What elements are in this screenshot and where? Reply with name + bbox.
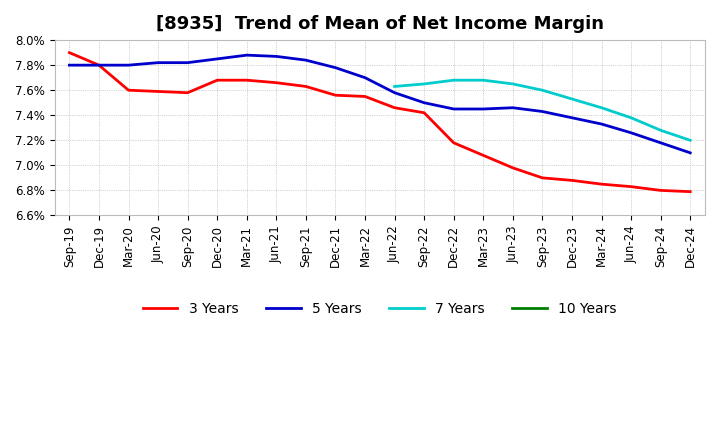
Legend: 3 Years, 5 Years, 7 Years, 10 Years: 3 Years, 5 Years, 7 Years, 10 Years — [138, 296, 622, 321]
Title: [8935]  Trend of Mean of Net Income Margin: [8935] Trend of Mean of Net Income Margi… — [156, 15, 604, 33]
